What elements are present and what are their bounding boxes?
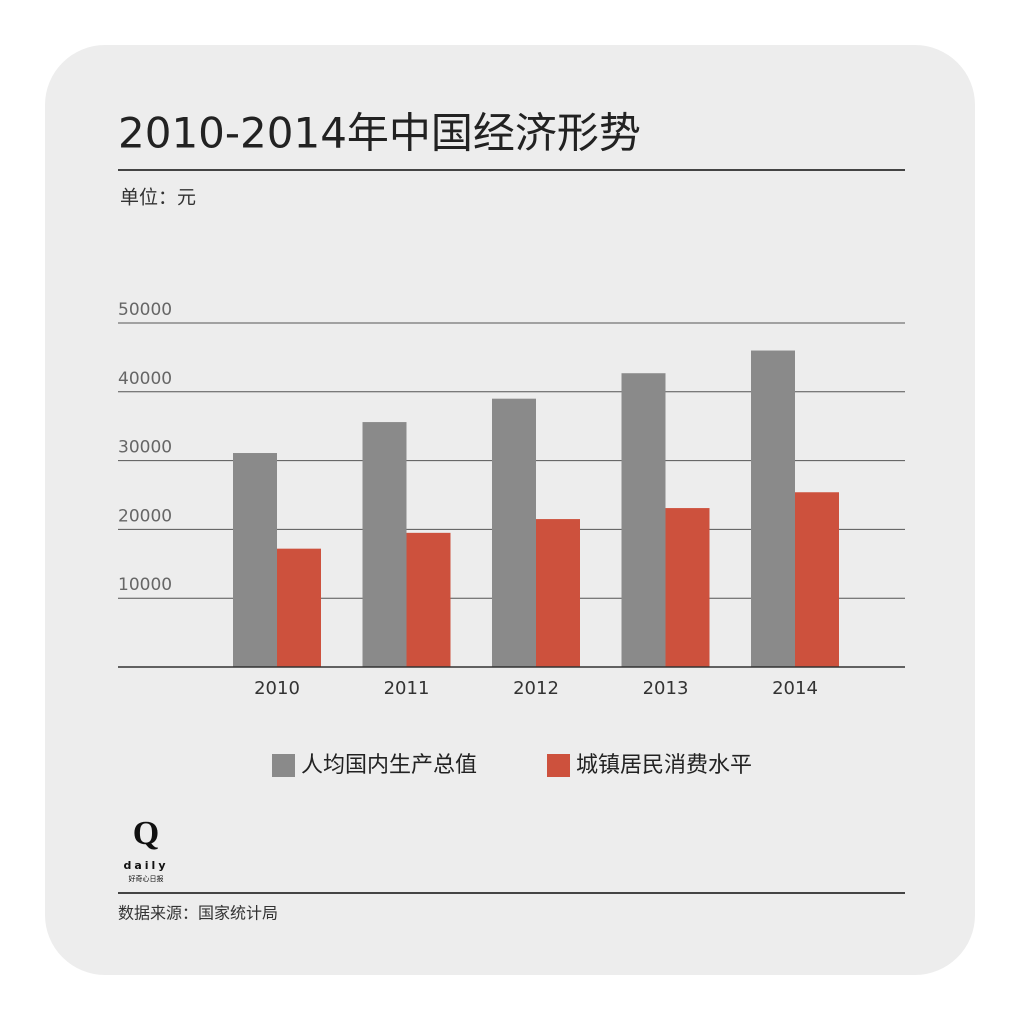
logo-name: 好奇心日报 [129,874,164,883]
bar [621,373,666,667]
legend-swatch [547,754,570,777]
y-tick-label: 30000 [118,438,172,458]
bar [536,519,580,667]
x-tick-label: 2013 [643,678,689,699]
subtitle: 单位：元 [120,187,196,209]
bar [233,453,277,667]
y-tick-label: 40000 [118,369,172,389]
x-tick-label: 2012 [513,678,559,699]
bar [362,422,407,667]
logo-word: daily [123,859,168,872]
bar [665,508,710,667]
x-tick-label: 2011 [384,678,430,699]
y-tick-label: 50000 [118,300,172,320]
source: 数据来源：国家统计局 [118,904,278,923]
legend-label: 城镇居民消费水平 [576,753,752,778]
bar [492,398,536,667]
bar [277,548,321,667]
legend-swatch [272,754,295,777]
legend-label: 人均国内生产总值 [301,753,477,778]
logo-mark: Q [133,815,159,852]
y-tick-label: 10000 [118,575,172,595]
x-tick-label: 2010 [254,678,300,699]
x-tick-label: 2014 [772,678,818,699]
bar [406,532,451,667]
chart-title: 2010-2014年中国经济形势 [118,109,641,158]
y-tick-label: 20000 [118,506,172,526]
bar [751,350,795,667]
bar [795,492,839,667]
